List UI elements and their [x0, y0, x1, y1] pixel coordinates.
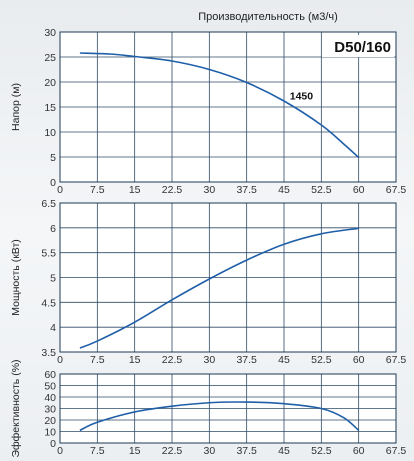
x-tick-label: 7.5 — [90, 184, 105, 196]
x-tick-label: 52.5 — [311, 354, 332, 366]
x-tick-label: 15 — [129, 445, 141, 457]
y-tick-label: 3.5 — [41, 347, 56, 359]
y-tick-label: 6 — [50, 223, 56, 235]
x-tick-label: 7.5 — [90, 354, 105, 366]
x-tick-label: 30 — [203, 184, 215, 196]
y-tick-label: 0 — [50, 438, 56, 450]
model-label: D50/160 — [334, 39, 391, 56]
x-tick-label: 45 — [278, 354, 290, 366]
x-tick-label: 15 — [129, 354, 141, 366]
x-tick-label: 22.5 — [162, 445, 183, 457]
x-tick-label: 45 — [278, 445, 290, 457]
x-tick-label: 15 — [129, 184, 141, 196]
x-tick-label: 22.5 — [162, 184, 183, 196]
y-axis-label: Мощность (кВт) — [10, 239, 22, 315]
x-tick-label: 67.5 — [386, 445, 407, 457]
x-tick-label: 60 — [353, 184, 365, 196]
x-tick-label: 37.5 — [236, 354, 257, 366]
y-tick-label: 60 — [44, 369, 56, 381]
plot-frame — [59, 31, 397, 183]
y-axis-label: Эффективность (%) — [10, 359, 22, 457]
series-line — [79, 401, 360, 432]
x-tick-label: 37.5 — [236, 184, 257, 196]
chart-panel-3: 0 7.5 15 22.5 30 37.5 45 52.5 60 67.5010203040506… — [10, 359, 406, 457]
x-tick-label: 60 — [353, 445, 365, 457]
chart-title: Производительность (м3/ч) — [198, 11, 338, 23]
x-tick-label: 30 — [203, 445, 215, 457]
x-tick-label: 60 — [353, 354, 365, 366]
x-tick-label: 30 — [203, 354, 215, 366]
x-tick-label: 52.5 — [311, 445, 332, 457]
y-tick-label: 50 — [44, 381, 56, 393]
y-tick-label: 10 — [44, 127, 56, 139]
series-line — [79, 52, 360, 159]
series-line — [79, 227, 359, 349]
y-tick-label: 25 — [44, 52, 56, 64]
plot-frame — [59, 202, 397, 353]
y-tick-label: 4.5 — [41, 297, 56, 309]
y-tick-label: 0 — [50, 177, 56, 189]
x-tick-label: 52.5 — [311, 184, 332, 196]
y-tick-label: 20 — [44, 415, 56, 427]
y-tick-label: 5 — [50, 152, 56, 164]
y-tick-label: 15 — [44, 102, 56, 114]
y-tick-label: 4 — [50, 322, 56, 334]
y-tick-label: 30 — [44, 27, 56, 39]
x-tick-label: 67.5 — [386, 184, 407, 196]
y-tick-label: 30 — [44, 404, 56, 416]
x-tick-label: 0 — [57, 184, 63, 196]
x-tick-label: 37.5 — [236, 445, 257, 457]
y-tick-label: 40 — [44, 392, 56, 404]
y-tick-label: 5 — [50, 273, 56, 285]
x-tick-label: 7.5 — [90, 445, 105, 457]
speed-label: 1450 — [290, 91, 314, 103]
y-tick-label: 10 — [44, 427, 56, 439]
x-tick-label: 67.5 — [386, 354, 407, 366]
x-tick-label: 0 — [57, 445, 63, 457]
y-axis-label: Напор (м) — [10, 83, 22, 131]
y-tick-label: 6.5 — [41, 198, 56, 210]
x-tick-label: 0 — [57, 354, 63, 366]
y-tick-label: 5.5 — [41, 248, 56, 260]
model-label-background — [322, 35, 394, 57]
plot-frame — [59, 373, 397, 444]
x-tick-label: 45 — [278, 184, 290, 196]
y-tick-label: 20 — [44, 77, 56, 89]
chart-panel-2: 0 7.5 15 22.5 30 37.5 45 52.5 60 67.5 3.5 4 4.5 5 5.5 6… — [10, 198, 406, 366]
x-tick-label: 22.5 — [162, 354, 183, 366]
chart-panel-1: 0 7.5 15 22.5 30 37.5 45 52.5 60 67.5 0 5 10 15 20 25 30… — [10, 27, 406, 196]
